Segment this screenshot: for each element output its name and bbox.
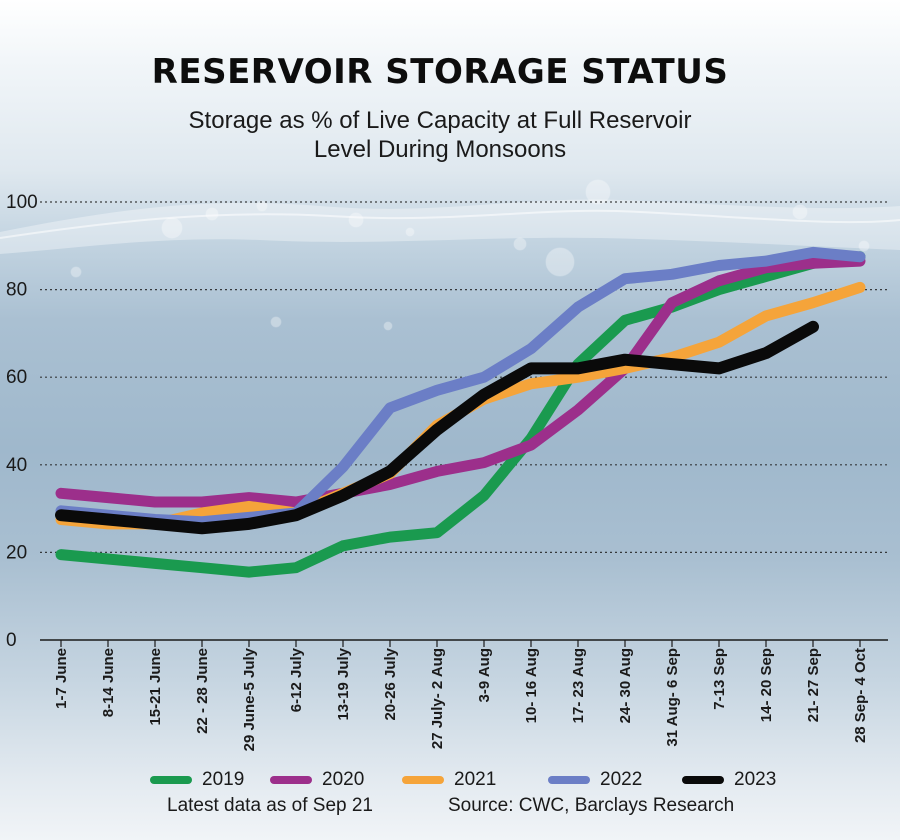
legend-item-2019: 2019 xyxy=(150,768,244,792)
x-tick-label: 17- 23 Aug xyxy=(570,648,587,723)
x-tick-label: 22 - 28 June xyxy=(194,648,211,734)
x-tick-label: 21- 27 Sep xyxy=(805,648,822,722)
y-tick-label: 20 xyxy=(6,542,27,563)
legend-item-2021: 2021 xyxy=(402,768,496,792)
water-bubble xyxy=(858,240,870,252)
water-surface-decoration xyxy=(0,179,900,331)
x-tick-label: 14- 20 Sep xyxy=(758,648,775,722)
gridlines xyxy=(40,201,888,641)
legend-swatch xyxy=(548,776,590,784)
y-tick-label: 0 xyxy=(6,630,17,651)
water-bubble xyxy=(545,247,575,277)
legend: 2019 2020 2021 2022 2023 xyxy=(150,768,850,792)
x-tick-label: 7-13 Sep xyxy=(711,648,728,710)
y-tick-label: 80 xyxy=(6,280,27,301)
y-axis: 0 20 40 60 80 100 xyxy=(6,192,38,651)
chart-subtitle: Storage as % of Live Capacity at Full Re… xyxy=(140,106,740,164)
legend-item-2022: 2022 xyxy=(548,768,642,792)
legend-label: 2021 xyxy=(454,769,497,790)
legend-label: 2023 xyxy=(734,769,777,790)
latest-data-note: Latest data as of Sep 21 xyxy=(167,795,373,816)
x-tick-label: 31 Aug- 6 Sep xyxy=(664,648,681,747)
water-bubble xyxy=(161,217,183,239)
water-wave-crest xyxy=(0,209,900,239)
chart-subtitle-line-2: Level During Monsoons xyxy=(313,136,567,163)
water-bubble xyxy=(205,207,219,221)
x-tick-label: 24- 30 Aug xyxy=(617,648,634,723)
y-tick-label: 60 xyxy=(6,367,27,388)
legend-label: 2022 xyxy=(600,769,643,790)
x-tick-label: 20-26 July xyxy=(382,647,399,720)
x-axis: 1-7 June 8-14 June 15-21 June 22 - 28 June 2… xyxy=(53,640,869,751)
water-bubble xyxy=(256,200,268,212)
series-lines xyxy=(55,246,866,578)
x-tick-label: 28 Sep- 4 Oct xyxy=(852,648,869,743)
legend-swatch xyxy=(150,776,192,784)
water-bubble xyxy=(585,179,611,205)
chart-subtitle-line-1: Storage as % of Live Capacity at Full Re… xyxy=(188,107,692,134)
water-bubble xyxy=(513,237,527,251)
legend-swatch xyxy=(682,776,724,784)
water-bubble xyxy=(348,212,364,228)
series-line-2022 xyxy=(55,246,866,528)
x-tick-label: 29 June-5 July xyxy=(241,647,258,751)
x-tick-label: 8-14 June xyxy=(100,648,117,717)
legend-label: 2019 xyxy=(202,769,245,790)
x-tick-label: 27 July- 2 Aug xyxy=(429,648,446,749)
legend-swatch xyxy=(402,776,444,784)
x-tick-label: 15-21 June xyxy=(147,648,164,726)
x-tick-label: 6-12 July xyxy=(288,647,305,712)
series-line-2020 xyxy=(55,255,866,508)
water-bubble xyxy=(405,227,415,237)
source-note: Source: CWC, Barclays Research xyxy=(448,795,735,816)
water-bubble xyxy=(383,321,393,331)
legend-item-2023: 2023 xyxy=(682,768,776,792)
water-bubble xyxy=(70,266,82,278)
x-tick-label: 13-19 July xyxy=(335,647,352,720)
legend-label: 2020 xyxy=(322,769,365,790)
chart-title: RESERVOIR STORAGE STATUS xyxy=(151,52,729,92)
legend-item-2020: 2020 xyxy=(270,768,364,792)
water-wave xyxy=(0,199,900,254)
y-tick-label: 40 xyxy=(6,455,27,476)
series-line-2019 xyxy=(55,251,866,578)
x-tick-label: 3-9 Aug xyxy=(476,648,493,702)
legend-swatch xyxy=(270,776,312,784)
x-tick-label: 1-7 June xyxy=(53,648,70,709)
water-bubble xyxy=(792,204,808,220)
y-tick-label: 100 xyxy=(6,192,38,213)
water-bubble xyxy=(270,316,282,328)
series-line-2023 xyxy=(55,320,819,535)
x-tick-label: 10- 16 Aug xyxy=(523,648,540,723)
